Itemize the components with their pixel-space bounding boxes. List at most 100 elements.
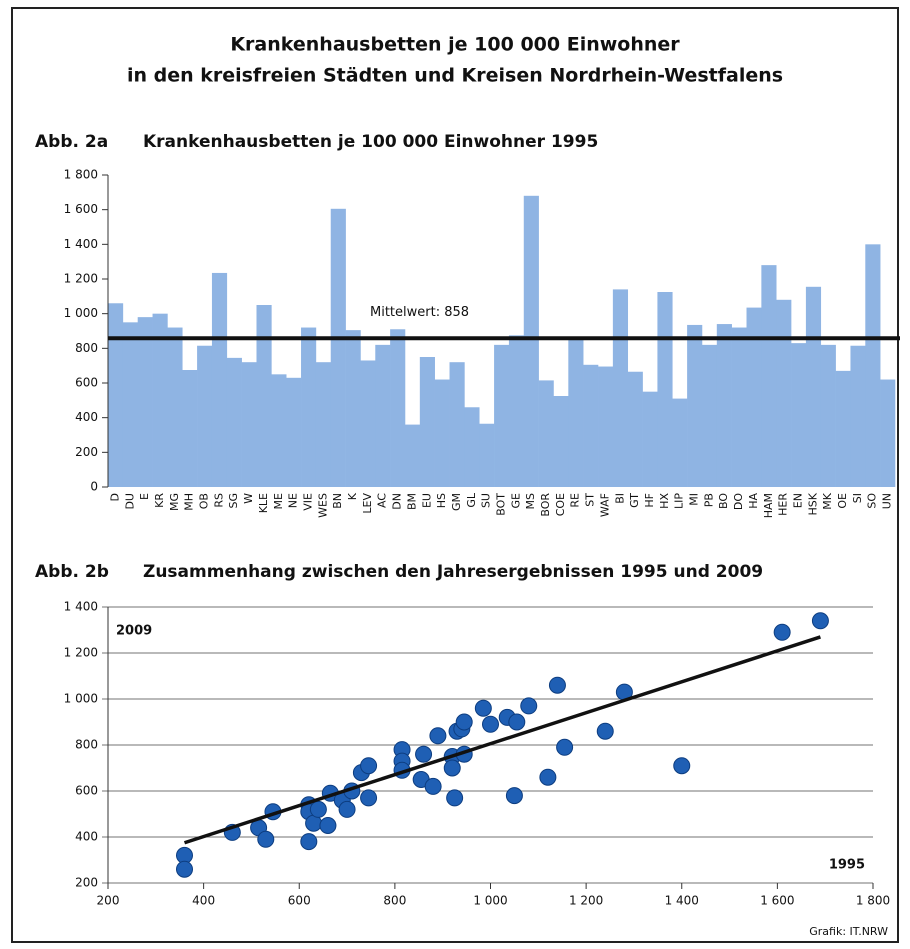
x-tick-label: HA [747,493,760,509]
bar [464,407,480,487]
title-line: in den kreisfreien Städten und Kreisen N… [127,65,783,87]
x-tick-label: DN [391,493,404,510]
bar [880,379,896,487]
x-tick-label: AC [376,493,389,508]
bar [182,370,198,487]
bar [791,343,807,487]
bar [731,327,747,487]
x-tick-label: BO [717,493,730,509]
x-tick-label: UN [881,493,894,509]
point [474,699,492,717]
x-tick-label: BN [331,493,344,509]
point [300,833,318,851]
x-tick-label: WAF [598,493,611,517]
x-tick-label: SI [851,493,864,503]
bar [657,292,673,487]
x-tick-label: BOR [539,493,552,517]
x-tick-label: E [138,493,151,500]
y-tick-label: 1 400 [64,600,98,614]
figure-label: Abb. 2b [35,562,109,582]
x-tick-label: HX [658,493,671,509]
bar [419,357,435,487]
x-tick-label: HF [643,493,656,508]
bar [523,195,539,488]
x-axis-label: 1995 [829,858,865,873]
mean-label: Mittelwert: 858 [370,305,469,320]
point [443,759,461,777]
bar [345,330,361,487]
x-tick-label: HER [777,493,790,516]
point [338,800,356,818]
point [257,830,275,848]
x-tick-label: 1 800 [856,894,890,908]
x-tick-label: PB [702,493,715,507]
point [520,697,538,715]
x-tick-label: GT [628,493,641,508]
x-tick-label: SO [866,493,879,509]
bar [761,265,777,487]
bar [434,379,450,487]
bar [805,286,822,487]
x-tick-label: 1 400 [665,894,699,908]
bar [701,344,718,487]
bar [226,357,242,487]
bar [360,360,376,487]
x-tick-label: K [346,492,359,500]
bar [835,370,851,487]
bar [598,366,614,487]
x-tick-label: KLE [257,493,270,513]
point [556,738,574,756]
bar [330,208,346,488]
x-tick-label: VIE [301,493,314,511]
bar [627,371,643,487]
point [596,722,614,740]
x-tick-label: SG [227,493,240,509]
x-tick-label: BOT [495,493,508,516]
bar [494,344,510,487]
bar [716,324,732,487]
bar [820,344,836,487]
x-tick-label: SU [480,493,493,508]
bar [508,335,525,487]
point [360,757,378,775]
x-tick-label: DU [123,493,136,510]
x-tick-label: ME [272,493,285,509]
bar [687,324,703,487]
bar [167,327,183,487]
bar [479,423,495,487]
x-tick-label: W [242,493,255,504]
figure-label: Abb. 2a [35,132,108,152]
y-axis-label: 2009 [116,624,152,639]
bar [137,317,153,487]
x-tick-label: NE [287,493,300,508]
x-tick-label: BM [405,493,418,510]
bar [449,362,465,487]
trend-line [183,635,821,845]
title-line: Krankenhausbetten je 100 000 Einwohner [230,34,680,56]
x-tick-label: GL [465,492,478,508]
x-tick-label: MK [821,492,834,509]
x-tick-label: LIP [673,493,686,509]
point [673,757,691,775]
x-tick-label: KR [153,493,166,508]
y-tick-label: 200 [75,445,98,459]
bar [865,244,881,487]
x-tick-label: 200 [97,894,120,908]
bar [583,364,599,487]
frame [11,7,899,943]
point [446,789,464,807]
y-tick-label: 1 000 [64,306,98,320]
y-tick-label: 400 [75,410,98,424]
x-tick-label: BI [613,493,626,504]
x-tick-label: EU [420,493,433,508]
y-tick-label: 200 [75,876,98,890]
bar [672,398,688,487]
y-tick-label: 600 [75,784,98,798]
y-tick-label: 1 000 [64,692,98,706]
bar [642,391,658,487]
bar [776,299,792,487]
x-tick-label: 600 [288,894,311,908]
bar [612,289,629,487]
y-tick-label: 1 800 [64,168,98,182]
x-tick-label: HAM [762,493,775,518]
